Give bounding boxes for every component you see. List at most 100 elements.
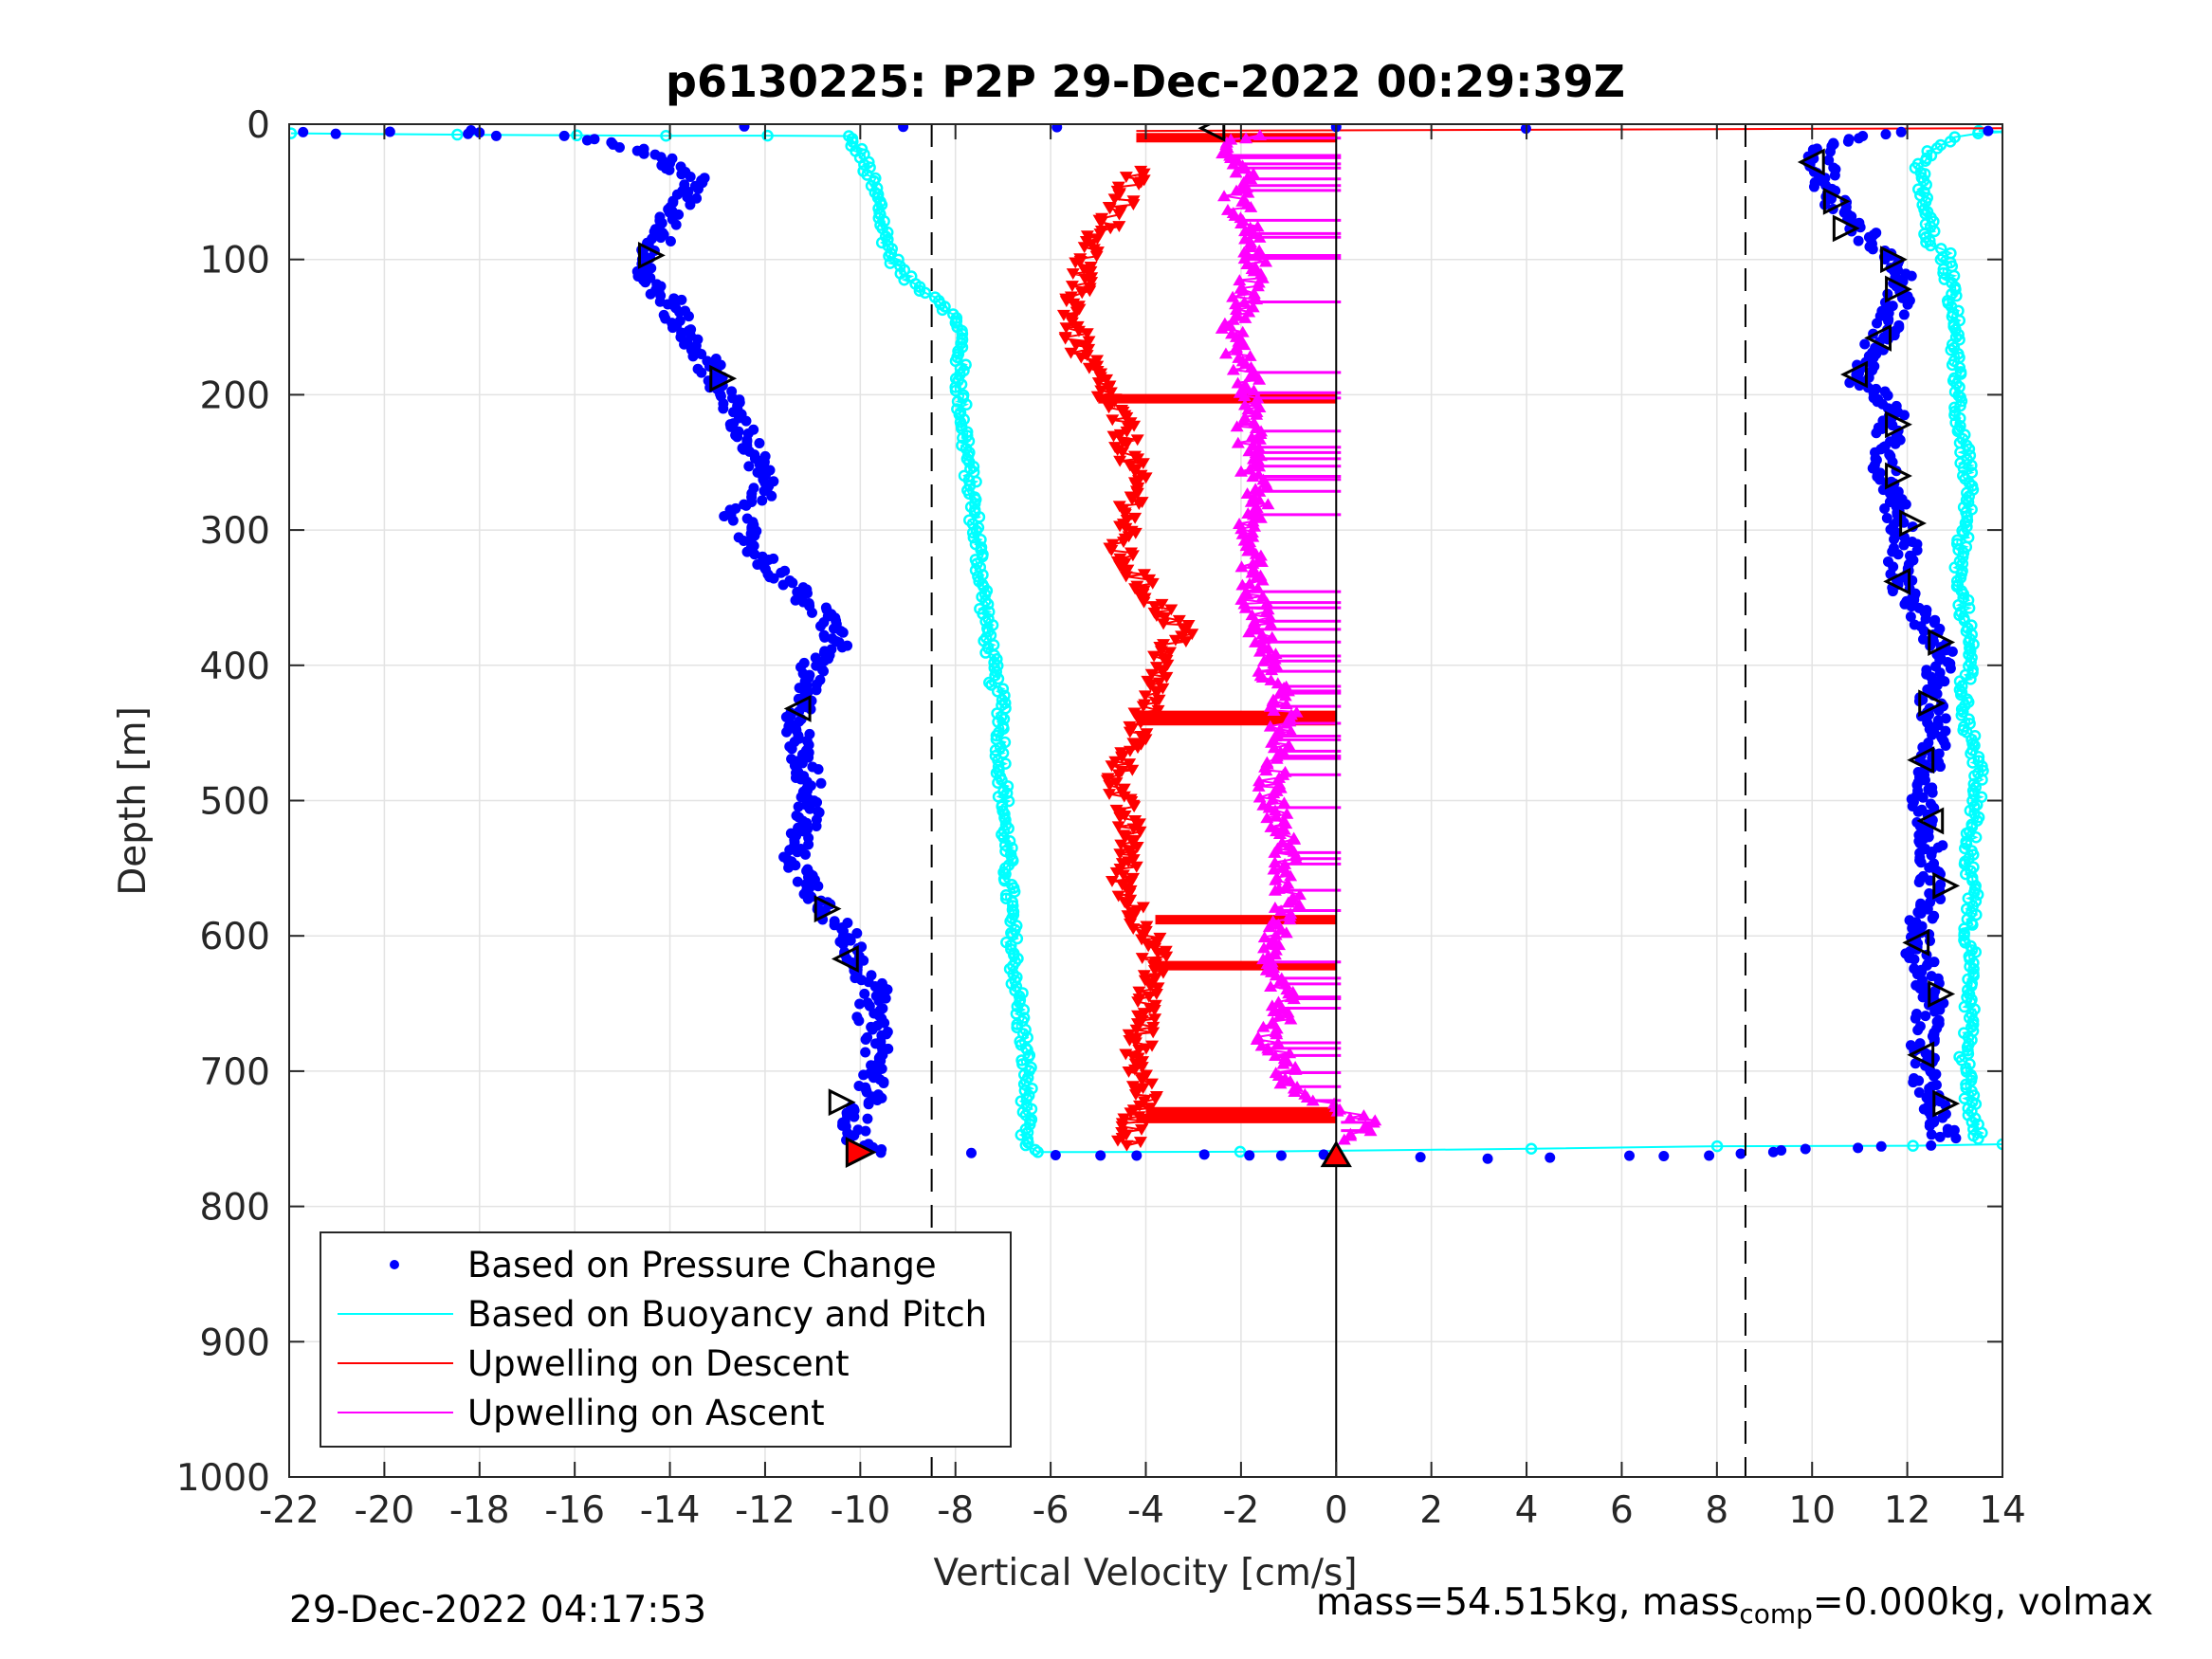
descent-point [1139,1116,1153,1128]
descent-point [1133,826,1147,838]
ascent-point [1368,1114,1382,1126]
x-tick-label: 0 [1325,1489,1348,1532]
ascent-point [1251,581,1265,593]
pressure-point [558,130,570,141]
ascent-point [1245,609,1259,621]
buoyancy-point [1965,656,1977,669]
ascent-point [1284,1012,1298,1025]
pressure-point [676,169,687,180]
x-tick-label: -22 [259,1489,320,1532]
descent-point [1082,362,1096,374]
descent-point [1126,823,1141,835]
ascent-point [1257,931,1271,943]
pressure-point [1875,1140,1887,1152]
pressure-point [878,1077,889,1088]
pressure-point [1828,137,1839,149]
ascent-point [1271,995,1286,1008]
pressure-point [858,1069,869,1081]
pressure-point [1244,1150,1255,1161]
pressure-point [740,415,752,427]
descent-point [1130,487,1144,500]
descent-point [1075,287,1089,300]
buoyancy-point [999,867,1012,881]
pressure-point [739,124,750,132]
ascent-point [1271,918,1286,930]
descent-point [1168,634,1182,647]
ascent-point [1242,445,1256,457]
buoyancy-point [884,257,897,269]
pressure-point [794,683,805,694]
descent-point [1116,869,1130,882]
pressure-point [1942,1123,1953,1135]
descent-point [1094,385,1108,397]
descent-point [1122,1029,1136,1041]
pressure-point [1924,887,1935,899]
y-tick-label: 400 [200,646,270,688]
pressure-marker-triangle [709,364,738,392]
ascent-point [1218,347,1233,359]
pressure-point [1929,957,1940,968]
descent-point [1179,636,1193,648]
ascent-point [1241,507,1255,520]
pressure-marker-triangle [831,945,859,973]
pressure-point [1871,228,1882,239]
pressure-point [1923,737,1934,748]
buoyancy-point [1021,1044,1033,1056]
ascent-point [1327,1097,1342,1109]
pressure-point [1921,665,1932,676]
pressure-point [812,796,823,808]
ascent-point [1226,207,1240,218]
descent-point [1078,273,1092,285]
ascent-point [1249,483,1263,495]
ascent-point [1278,858,1292,869]
descent-point [1105,760,1119,773]
pressure-point [1929,614,1941,626]
ascent-point [1259,255,1273,267]
pressure-marker-triangle [1883,567,1911,595]
ascent-point [1289,705,1304,718]
descent-point [1144,1078,1159,1090]
descent-point [1136,701,1150,713]
ascent-point [1230,309,1244,321]
x-tick-label: -10 [830,1489,890,1532]
pressure-point [1910,1009,1922,1020]
ascent-point [1248,261,1262,273]
pressure-point [1050,1149,1061,1160]
descent-point [1117,537,1131,549]
pressure-point [1907,536,1918,547]
ascent-point [1272,777,1287,790]
pressure-point [813,763,824,775]
ascent-point [1261,642,1275,654]
buoyancy-point [1963,602,1976,614]
descent-point [1148,1093,1162,1105]
pressure-point [330,128,341,139]
pressure-point [754,437,765,448]
ascent-point [1246,301,1260,313]
descent-point [1064,347,1078,359]
ascent-point [1270,810,1284,822]
descent-point [1185,629,1199,641]
ascent-point [1233,274,1247,286]
ascent-point [1271,677,1285,689]
pressure-point [1929,985,1941,996]
ascent-point [1269,647,1283,660]
endpoint-marker [845,1137,877,1168]
ascent-point [1231,436,1245,448]
descent-point [1132,1045,1146,1056]
buoyancy-point [1934,253,1947,266]
ascent-point [1256,953,1271,965]
pressure-point [1900,268,1911,280]
buoyancy-point [1951,534,1964,547]
descent-point [1113,848,1127,861]
descent-point [1143,680,1158,692]
pressure-point [898,124,909,133]
pressure-point [1914,1021,1926,1032]
buoyancy-point [955,378,968,391]
ascent-point [1252,455,1266,467]
ascent-point [1234,282,1248,294]
x-tick-label: 12 [1884,1489,1931,1532]
pressure-point [1624,1150,1636,1161]
descent-point [1115,1121,1129,1133]
series-ascent-upwelling [1215,129,1382,1145]
descent-point [1089,250,1104,263]
